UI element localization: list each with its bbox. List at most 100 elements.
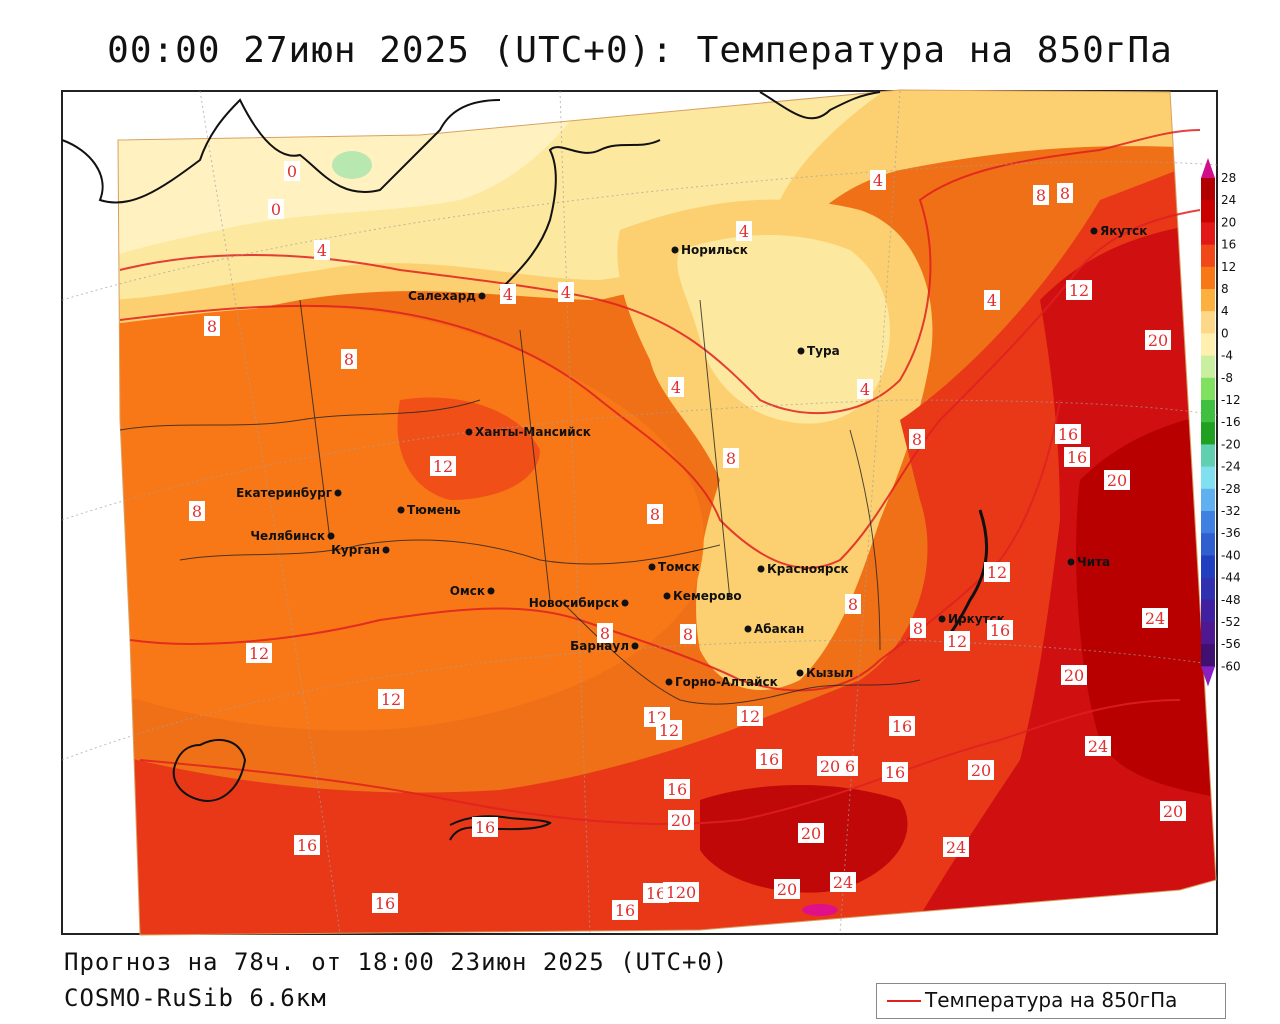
colorbar-tick-label: -44	[1221, 571, 1241, 585]
isotherm-label-text: 16	[1058, 425, 1078, 444]
isotherm-label-text: 8	[207, 317, 217, 336]
isotherm-label-text: 16	[885, 763, 905, 782]
isotherm-label-text: 4	[561, 283, 571, 302]
domain-boundary	[117, 89, 1217, 936]
colorbar-tick-label: -24	[1221, 460, 1241, 474]
colorbar-tick-label: -36	[1221, 526, 1241, 540]
city-dot	[478, 292, 486, 300]
isotherm-label: 8	[723, 448, 739, 468]
city-dot	[382, 546, 390, 554]
city-dot	[757, 565, 765, 573]
isotherm-label: 4	[314, 240, 330, 260]
colorbar-tick-label: -4	[1221, 349, 1233, 363]
isotherm-label-bg	[798, 823, 824, 843]
colorbar-swatch	[1201, 222, 1215, 246]
isotherm-label: 12	[656, 720, 682, 740]
colorbar-swatch	[1201, 599, 1215, 623]
isotherm-label-text: 12	[249, 644, 269, 663]
isotherm-label: 16	[889, 716, 915, 736]
isotherm-label-bg	[1057, 183, 1073, 203]
city-marker: Норильск	[671, 243, 748, 257]
isotherm-label-bg	[774, 879, 800, 899]
city-marker: Курган	[331, 543, 390, 557]
isotherm-label-text: 8	[1060, 184, 1070, 203]
isotherm-label-text: 20	[1148, 331, 1168, 350]
city-label: Курган	[331, 543, 380, 557]
isotherm-label: 16	[472, 817, 498, 837]
colorbar-swatch	[1201, 444, 1215, 468]
isotherm-label: 16	[1064, 447, 1090, 467]
isotherm-label-text: 8	[683, 625, 693, 644]
colorbar-tick-label: -12	[1221, 393, 1241, 407]
isotherm-label-text: 4	[739, 222, 749, 241]
isotherm-label: 20	[673, 882, 699, 902]
isotherm-label: 16	[372, 893, 398, 913]
isotherm-label: 24	[830, 872, 856, 892]
colorbar-swatch	[1201, 577, 1215, 601]
isotherm-label: 12	[246, 643, 272, 663]
isotherm-label-bg	[430, 456, 456, 476]
city-label: Тюмень	[407, 503, 461, 517]
city-marker: Челябинск	[250, 529, 335, 543]
isotherm-label-bg	[910, 618, 926, 638]
isotherm-label: 20	[668, 810, 694, 830]
isotherm-label-bg	[845, 594, 861, 614]
city-marker: Салехард	[408, 289, 486, 303]
isotherm-label-bg	[612, 900, 638, 920]
city-marker: Барнаул	[570, 639, 639, 653]
isotherm-label-bg	[668, 810, 694, 830]
isotherm-label-bg	[680, 624, 696, 644]
colorbar-tick-label: -16	[1221, 415, 1241, 429]
colorbar-tick-label: 0	[1221, 326, 1229, 340]
isotherm-label: 8	[910, 618, 926, 638]
isotherm-label-text: 16	[759, 750, 779, 769]
isotherm-label-bg	[737, 706, 763, 726]
isotherm-label: 24	[1085, 736, 1111, 756]
isotherm-label-text: 16	[375, 894, 395, 913]
isotherm-label: 20	[1104, 470, 1130, 490]
city-dot	[796, 669, 804, 677]
city-label: Абакан	[754, 622, 804, 636]
city-marker: Кемерово	[663, 589, 742, 603]
colorbar-swatch	[1201, 266, 1215, 290]
isotherm-label-text: 12	[659, 721, 679, 740]
city-marker: Чита	[1067, 555, 1110, 569]
legend-label: Температура на 850гПа	[925, 988, 1178, 1012]
city-dot	[663, 592, 671, 600]
isotherm-label-text: 20	[1163, 802, 1183, 821]
isotherm-label-bg	[284, 161, 300, 181]
isotherm-label-bg	[372, 893, 398, 913]
isotherm-label: 0	[284, 161, 300, 181]
isotherm-label-bg	[1145, 330, 1171, 350]
colorbar-tick-label: 4	[1221, 304, 1229, 318]
city-marker: Екатеринбург	[236, 486, 342, 500]
isotherm-label: 12	[944, 631, 970, 651]
isotherm-label-bg	[830, 872, 856, 892]
city-label: Барнаул	[570, 639, 629, 653]
city-marker: Якутск	[1090, 224, 1147, 238]
cities-layer: Норильск Салехард Тура Якутск Ханты-Мансийск…	[236, 224, 1147, 689]
city-label: Горно-Алтайск	[675, 675, 778, 689]
isotherm-label-text: 4	[860, 380, 870, 399]
colorbar-swatch	[1201, 466, 1215, 490]
isotherm-label: 0	[268, 199, 284, 219]
isotherm-label-text: 0	[287, 162, 297, 181]
isotherm-label-bg	[870, 170, 886, 190]
isotherm-label-text: 4	[987, 291, 997, 310]
isotherm-label-bg	[204, 316, 220, 336]
isotherm-label-text: 8	[1036, 186, 1046, 205]
colorbar-tick-label: 8	[1221, 282, 1229, 296]
isotherm-label-bg	[341, 349, 357, 369]
colorbar-tick-label: -52	[1221, 615, 1241, 629]
isotherm-label-text: 20	[971, 761, 991, 780]
isotherm-label: 4	[857, 379, 873, 399]
colorbar-swatch	[1201, 311, 1215, 334]
isotherm-label-bg	[664, 779, 690, 799]
city-marker: Тура	[797, 344, 840, 358]
isotherm-label: 12	[984, 562, 1010, 582]
city-marker: Новосибирск	[529, 596, 629, 610]
colorbar-swatch	[1201, 289, 1215, 312]
isotherm-label-text: 16	[990, 621, 1010, 640]
isotherm-label: 16	[987, 620, 1013, 640]
city-marker: Абакан	[744, 622, 804, 636]
